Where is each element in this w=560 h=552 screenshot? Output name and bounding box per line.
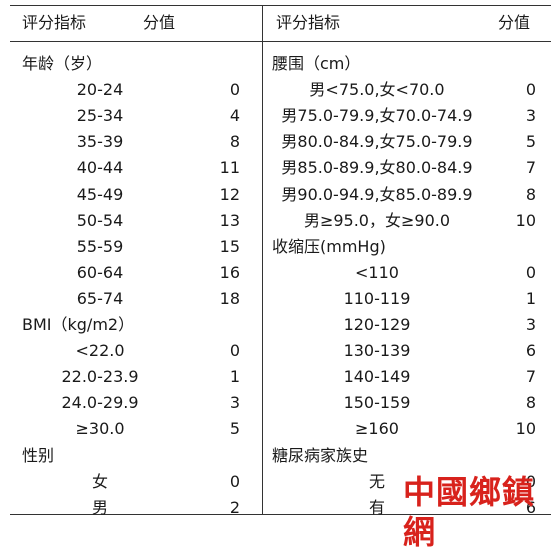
right-row-label: 150-159	[343, 393, 411, 413]
right-row-label: 120-129	[343, 315, 411, 334]
right-row-label: 有	[368, 497, 385, 517]
left-section-heading: 年龄（岁）	[22, 54, 103, 73]
right-row-score: 3	[525, 106, 536, 126]
left-row-score: 16	[219, 262, 240, 282]
left-section-heading: 性别	[22, 445, 55, 465]
left-header-score: 分值	[143, 13, 176, 32]
left-row-score: 3	[229, 393, 240, 413]
left-row-score: 8	[229, 132, 240, 152]
left-row-label: ≥30.0	[75, 419, 125, 439]
left-row-score: 2	[229, 497, 240, 517]
watermark-logo: 中國鄉鎮網	[403, 473, 536, 551]
right-row-score: 6	[525, 341, 536, 361]
right-section-heading: 糖尿病家族史	[272, 445, 369, 465]
left-row-score: 1	[229, 367, 240, 387]
right-row-score: 0	[525, 262, 536, 282]
left-row-score: 0	[229, 471, 240, 491]
right-row-score: 8	[525, 184, 536, 204]
left-row-label: 20-24	[76, 80, 124, 100]
left-row-label: 60-64	[76, 262, 124, 282]
left-row-label: 50-54	[76, 210, 124, 230]
left-row-label: 22.0-23.9	[61, 367, 139, 387]
right-row-label: 男<75.0,女<70.0	[309, 80, 445, 100]
right-row-label: 男75.0-79.9,女70.0-74.9	[281, 106, 473, 126]
left-row-label: 40-44	[76, 158, 124, 178]
score-table: 评分指标 分值 评分指标 分值 年龄（岁） 20-24 0 25-34 4 35-39 8 4…	[10, 5, 551, 517]
bottom-rule	[10, 514, 551, 515]
left-row-score: 13	[219, 210, 240, 230]
right-row-label: 140-149	[343, 367, 411, 387]
left-row-label: 55-59	[76, 236, 124, 256]
left-row-score: 12	[219, 184, 240, 204]
left-row-label: 25-34	[76, 106, 124, 126]
left-row-label: 24.0-29.9	[61, 393, 139, 413]
left-row-label: 男	[91, 497, 108, 517]
right-row-score: 7	[525, 367, 536, 387]
right-row-score: 7	[525, 158, 536, 178]
right-row-score: 0	[525, 471, 536, 491]
right-row-score: 3	[525, 315, 536, 334]
left-row-score: 15	[219, 236, 240, 256]
right-section-heading: 腰围（cm）	[272, 54, 361, 73]
left-row-score: 0	[229, 80, 240, 100]
column-divider	[262, 5, 263, 515]
right-row-label: 男80.0-84.9,女75.0-79.9	[281, 132, 473, 152]
left-row-label: 女	[91, 471, 108, 491]
left-row-score: 11	[219, 158, 240, 178]
left-row-score: 0	[229, 341, 240, 361]
right-row-score: 8	[525, 393, 536, 413]
right-header-indicator: 评分指标	[276, 13, 341, 32]
left-row-score: 5	[229, 419, 240, 439]
right-header-score: 分值	[498, 13, 531, 32]
right-row-label: 男90.0-94.9,女85.0-89.9	[281, 184, 473, 204]
right-row-score: 10	[515, 419, 536, 439]
left-row-label: 65-74	[76, 288, 124, 308]
left-row-score: 18	[219, 288, 240, 308]
right-row-label: ≥160	[355, 419, 399, 439]
right-row-label: 130-139	[343, 341, 411, 361]
left-row-score: 4	[229, 106, 240, 126]
right-row-label: 男85.0-89.9,女80.0-84.9	[281, 158, 473, 178]
right-section-heading: 收缩压(mmHg)	[272, 236, 386, 256]
right-row-label: 无	[368, 471, 385, 491]
right-row-label: <110	[355, 262, 399, 282]
right-row-score: 10	[515, 210, 536, 230]
header-rule	[10, 41, 551, 42]
left-section-heading: BMI（kg/m2）	[22, 315, 135, 334]
left-row-label: 35-39	[76, 132, 124, 152]
right-row-label: 110-119	[343, 288, 411, 308]
right-row-label: 男≥95.0，女≥90.0	[303, 210, 451, 230]
left-row-label: 45-49	[76, 184, 124, 204]
left-row-label: <22.0	[75, 341, 125, 361]
left-header-indicator: 评分指标	[22, 13, 87, 32]
top-rule	[10, 5, 551, 6]
right-row-score: 1	[525, 288, 536, 308]
right-row-score: 0	[525, 80, 536, 100]
right-row-score: 6	[525, 497, 536, 517]
right-row-score: 5	[525, 132, 536, 152]
